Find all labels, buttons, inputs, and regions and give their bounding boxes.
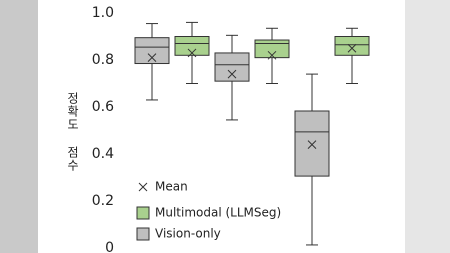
legend-label: Mean bbox=[155, 180, 188, 194]
box bbox=[134, 37, 170, 65]
legend-swatch bbox=[136, 206, 150, 220]
y-tick-label: 0 bbox=[105, 240, 114, 253]
y-tick-label: 0.4 bbox=[92, 146, 114, 162]
mean-marker bbox=[227, 69, 237, 79]
box bbox=[294, 110, 330, 177]
legend-swatch bbox=[136, 227, 150, 241]
y-tick-label: 1.0 bbox=[92, 5, 114, 21]
mean-marker bbox=[307, 140, 317, 149]
legend-label: Multimodal (LLMSeg) bbox=[155, 206, 281, 220]
box bbox=[254, 39, 290, 59]
mean-marker bbox=[347, 43, 357, 53]
y-tick-label: 0.6 bbox=[92, 99, 114, 115]
box bbox=[214, 52, 250, 82]
legend-label: Vision-only bbox=[155, 227, 221, 241]
box bbox=[174, 36, 210, 56]
mean-marker bbox=[267, 50, 277, 60]
y-axis-label: 정확도 점수 bbox=[66, 92, 80, 172]
legend-mean-marker bbox=[138, 182, 148, 192]
box bbox=[334, 36, 370, 56]
mean-marker bbox=[187, 48, 197, 58]
mean-marker bbox=[147, 53, 157, 63]
backdrop-right bbox=[405, 0, 450, 253]
y-tick-label: 0.8 bbox=[92, 52, 114, 68]
backdrop-left bbox=[0, 0, 38, 253]
y-tick-label: 0.2 bbox=[92, 193, 114, 209]
